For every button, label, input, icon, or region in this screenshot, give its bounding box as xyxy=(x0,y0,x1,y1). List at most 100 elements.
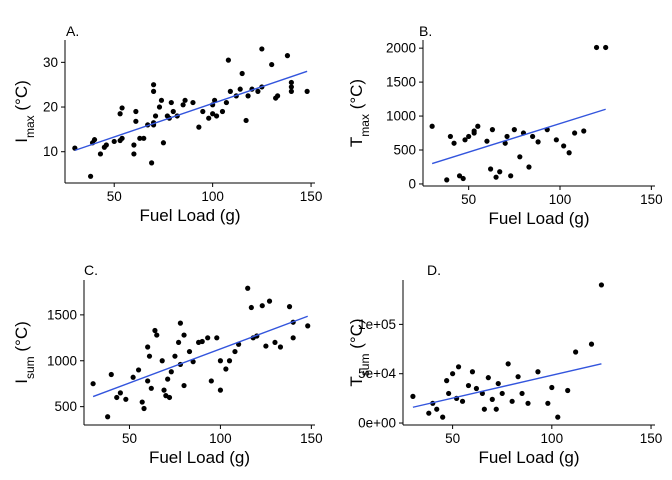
data-point xyxy=(158,97,165,103)
data-point xyxy=(90,381,96,387)
data-point xyxy=(145,344,151,350)
data-point xyxy=(133,118,139,124)
data-point xyxy=(148,385,154,391)
panel-a: A. 50 100 150 10 20 30 Fuel Load (g) Imax (°C) xyxy=(12,23,322,225)
regression-line xyxy=(92,315,308,398)
data-point xyxy=(259,303,265,309)
data-point xyxy=(426,410,432,416)
data-point xyxy=(440,414,446,420)
data-point xyxy=(161,387,167,393)
data-point xyxy=(459,398,466,404)
panel-label: A. xyxy=(66,23,79,39)
y-axis-title-main: T xyxy=(347,376,366,386)
x-tick-label: 100 xyxy=(549,192,572,207)
data-point xyxy=(266,298,273,304)
data-point xyxy=(135,367,142,373)
data-point xyxy=(288,84,294,90)
data-point xyxy=(508,173,514,179)
data-point xyxy=(150,82,157,88)
x-tick-label: 100 xyxy=(201,189,224,204)
data-point xyxy=(450,371,456,377)
y-axis-title: Isum (°C) xyxy=(12,321,37,384)
data-point xyxy=(549,384,555,391)
x-axis-title: Fuel Load (g) xyxy=(478,448,579,467)
panel-d: D. 50 100 150 0e+00 5e+04 1e+05 Fuel Load (g) Ts… xyxy=(347,262,662,467)
data-point xyxy=(451,140,457,146)
data-point xyxy=(288,79,294,86)
y-tick-label: 500 xyxy=(54,399,77,414)
data-point xyxy=(561,143,567,149)
y-tick-label: 1000 xyxy=(47,353,77,368)
data-point xyxy=(217,387,224,393)
data-point xyxy=(177,320,184,326)
x-tick-label: 100 xyxy=(209,431,232,446)
data-point xyxy=(272,339,278,346)
y-tick-label: 1500 xyxy=(47,307,77,322)
data-point xyxy=(566,150,572,156)
y-tick-label: 0 xyxy=(408,176,416,191)
data-point xyxy=(239,70,245,77)
data-point xyxy=(156,104,163,110)
data-point xyxy=(133,108,139,115)
y-axis-title-unit: (°C) xyxy=(347,79,366,114)
y-tick-label: 0e+00 xyxy=(358,416,396,431)
data-point xyxy=(485,375,491,381)
data-point xyxy=(152,113,159,119)
data-point xyxy=(304,88,310,94)
data-point xyxy=(123,396,129,402)
data-point xyxy=(130,374,136,380)
x-tick-label: 100 xyxy=(541,431,564,446)
data-point xyxy=(190,359,196,365)
data-point xyxy=(525,400,531,406)
data-point xyxy=(290,335,296,341)
panel-label: B. xyxy=(419,23,432,39)
regression-line xyxy=(74,70,308,152)
data-point xyxy=(481,406,487,412)
data-point xyxy=(465,382,472,389)
data-point xyxy=(219,108,226,115)
data-point xyxy=(137,135,143,141)
data-point xyxy=(199,338,205,345)
data-point xyxy=(581,128,587,134)
panel-label: C. xyxy=(84,262,98,278)
data-point xyxy=(103,142,109,148)
data-point xyxy=(598,282,605,288)
y-tick-label: 10 xyxy=(43,144,58,159)
data-point xyxy=(117,111,123,117)
x-tick-label: 150 xyxy=(640,431,663,446)
data-point xyxy=(141,405,147,412)
data-point xyxy=(160,140,167,146)
data-point xyxy=(105,414,111,420)
data-point xyxy=(466,133,472,140)
data-point xyxy=(152,327,158,334)
x-axis-title: Fuel Load (g) xyxy=(149,448,250,467)
data-point xyxy=(172,353,178,359)
y-tick-label: 20 xyxy=(43,100,58,115)
data-point xyxy=(497,169,503,175)
data-point xyxy=(489,396,495,402)
data-point xyxy=(227,88,233,94)
data-point xyxy=(505,361,511,367)
data-point xyxy=(444,378,450,384)
data-point xyxy=(182,97,188,103)
data-point xyxy=(248,304,254,311)
data-point xyxy=(146,353,153,359)
y-tick-label: 1500 xyxy=(386,75,416,90)
y-axis-title: Imax (°C) xyxy=(12,80,37,143)
data-point xyxy=(205,335,211,341)
data-point xyxy=(180,102,186,108)
x-tick-label: 150 xyxy=(640,192,663,207)
data-point xyxy=(245,285,251,291)
data-point xyxy=(572,130,578,136)
data-point xyxy=(190,99,196,106)
data-point xyxy=(175,339,182,346)
x-tick-label: 50 xyxy=(445,431,460,446)
data-point xyxy=(170,108,176,115)
x-axis-title: Fuel Load (g) xyxy=(488,209,589,228)
data-point xyxy=(519,390,525,397)
data-point xyxy=(484,138,490,144)
data-point xyxy=(226,358,233,364)
data-point xyxy=(149,160,155,166)
data-point xyxy=(208,378,214,384)
